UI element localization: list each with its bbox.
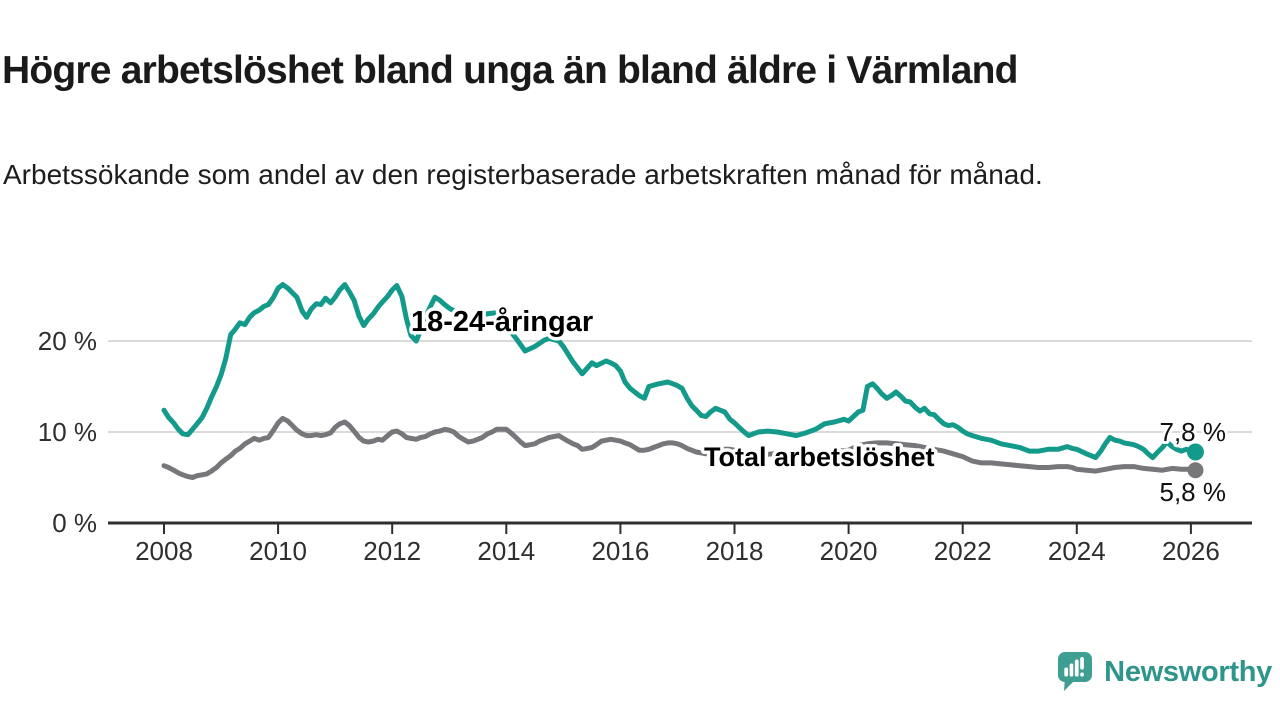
series-end-dots <box>1186 443 1204 479</box>
x-axis-labels: 2008 2010 2012 2014 2016 2018 2020 2022 2024 2026 <box>135 536 1220 566</box>
line-series <box>161 282 1198 480</box>
svg-text:2026: 2026 <box>1162 536 1220 566</box>
svg-text:2016: 2016 <box>591 536 649 566</box>
svg-text:2008: 2008 <box>135 536 193 566</box>
svg-text:2012: 2012 <box>363 536 421 566</box>
page-subtitle: Arbetssökande som andel av den registerb… <box>3 159 1043 190</box>
series-label-total: Total arbetslöshet <box>704 442 935 472</box>
end-value-label-total: 5,8 % <box>1160 477 1227 507</box>
y-axis-labels: 0 % 10 % 20 % <box>38 326 97 538</box>
svg-text:2022: 2022 <box>934 536 992 566</box>
svg-text:0 %: 0 % <box>52 508 97 538</box>
newsworthy-logo-text: Newsworthy <box>1104 655 1272 688</box>
newsworthy-brand: Newsworthy <box>1056 648 1272 696</box>
svg-text:20 %: 20 % <box>38 326 97 356</box>
end-value-label-young: 7,8 % <box>1160 417 1227 447</box>
svg-text:2024: 2024 <box>1048 536 1106 566</box>
x-axis <box>108 521 1252 534</box>
svg-text:10 %: 10 % <box>38 417 97 447</box>
page-title: Högre arbetslöshet bland unga än bland ä… <box>2 49 1019 93</box>
series-label-young: 18-24-åringar <box>411 306 593 338</box>
svg-text:2014: 2014 <box>477 536 535 566</box>
newsworthy-logo-icon <box>1058 652 1093 691</box>
svg-text:2018: 2018 <box>706 536 764 566</box>
bar-chart-glyph <box>1064 657 1085 677</box>
svg-text:2020: 2020 <box>820 536 878 566</box>
svg-text:2010: 2010 <box>249 536 307 566</box>
